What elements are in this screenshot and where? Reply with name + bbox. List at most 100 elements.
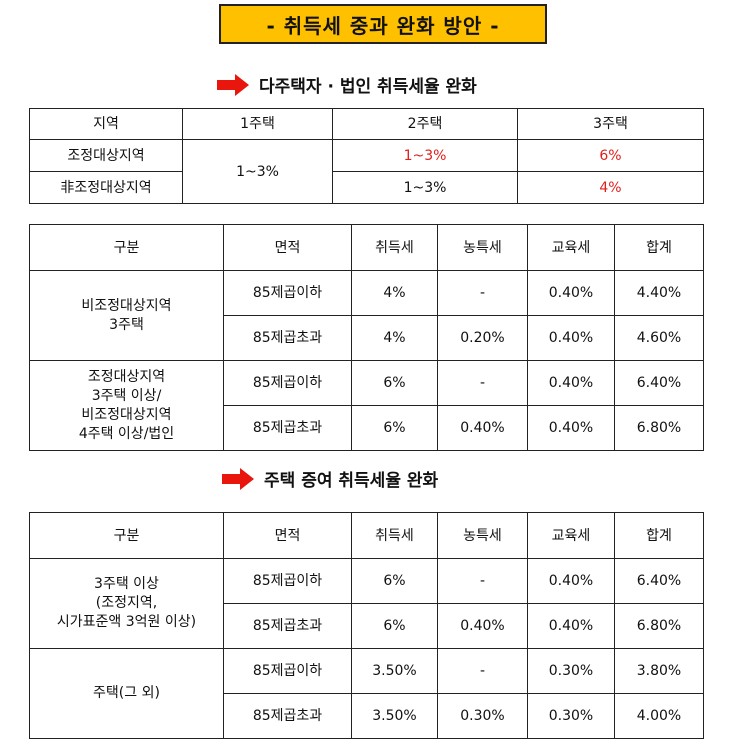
education-tax-cell: 0.40% bbox=[527, 360, 615, 406]
total-cell: 6.80% bbox=[614, 405, 704, 451]
rural-tax-cell: - bbox=[437, 360, 528, 406]
area-cell: 85제곱이하 bbox=[223, 558, 352, 604]
education-tax-cell: 0.30% bbox=[527, 648, 615, 694]
category-cell: 비조정대상지역 3주택 bbox=[29, 270, 224, 361]
table-row: 85제곱초과 6% 0.40% 0.40% 6.80% bbox=[30, 603, 704, 649]
total-cell: 6.80% bbox=[614, 603, 704, 649]
acquisition-tax-cell: 3.50% bbox=[351, 648, 438, 694]
education-tax-cell: 0.40% bbox=[527, 405, 615, 451]
header-cell: 교육세 bbox=[527, 224, 615, 271]
category-cell: 3주택 이상 (조정지역, 시가표준액 3억원 이상) bbox=[29, 558, 224, 649]
acquisition-tax-cell: 6% bbox=[351, 360, 438, 406]
rural-tax-cell: 0.40% bbox=[437, 405, 528, 451]
header-cell: 취득세 bbox=[351, 512, 438, 559]
multi-house-tax-table: 구분 면적 취득세 농특세 교육세 합계 비조정대상지역 3주택 85제곱이하 … bbox=[29, 224, 704, 451]
rural-tax-cell: 0.20% bbox=[437, 315, 528, 361]
header-cell: 농특세 bbox=[437, 512, 528, 559]
category-cell: 주택(그 외) bbox=[29, 648, 224, 739]
education-tax-cell: 0.40% bbox=[527, 603, 615, 649]
rural-tax-cell: - bbox=[437, 270, 528, 316]
total-cell: 4.60% bbox=[614, 315, 704, 361]
header-cell: 구분 bbox=[29, 224, 224, 271]
acquisition-tax-cell: 4% bbox=[351, 270, 438, 316]
category-cell: 조정대상지역 3주택 이상/ 비조정대상지역 4주택 이상/법인 bbox=[29, 360, 224, 451]
three-house-rate-cell: 4% bbox=[517, 171, 704, 204]
header-cell: 구분 bbox=[29, 512, 224, 559]
area-cell: 85제곱초과 bbox=[223, 405, 352, 451]
total-cell: 6.40% bbox=[614, 360, 704, 406]
acquisition-tax-cell: 4% bbox=[351, 315, 438, 361]
section-heading-2-text: 주택 증여 취득세율 완화 bbox=[264, 471, 439, 491]
table-header-row: 구분 면적 취득세 농특세 교육세 합계 bbox=[29, 224, 704, 271]
table-row: 非조정대상지역 1~3% 4% bbox=[29, 171, 704, 204]
three-house-rate-cell: 6% bbox=[517, 139, 704, 172]
education-tax-cell: 0.40% bbox=[527, 270, 615, 316]
education-tax-cell: 0.30% bbox=[527, 693, 615, 739]
area-cell: 85제곱초과 bbox=[223, 603, 352, 649]
region-cell: 조정대상지역 bbox=[29, 139, 183, 172]
header-cell: 면적 bbox=[223, 512, 352, 559]
area-cell: 85제곱초과 bbox=[223, 693, 352, 739]
header-cell: 교육세 bbox=[527, 512, 615, 559]
category-line: 주택(그 외) bbox=[93, 685, 160, 701]
category-line: 3주택 이상 bbox=[94, 576, 159, 592]
acquisition-tax-cell: 6% bbox=[351, 405, 438, 451]
category-line: 3주택 bbox=[109, 316, 144, 333]
table-row: 3주택 이상 (조정지역, 시가표준액 3억원 이상) 85제곱이하 6% - … bbox=[29, 558, 704, 649]
total-cell: 6.40% bbox=[614, 558, 704, 604]
right-arrow-icon bbox=[222, 467, 254, 490]
education-tax-cell: 0.40% bbox=[527, 558, 615, 604]
table-row: 조정대상지역 1~3% 1~3% 6% bbox=[29, 139, 704, 204]
acquisition-tax-cell: 6% bbox=[351, 558, 438, 604]
acquisition-tax-cell: 6% bbox=[351, 603, 438, 649]
table-row: 비조정대상지역 3주택 85제곱이하 4% - 0.40% 4.40% bbox=[29, 270, 704, 361]
rural-tax-cell: - bbox=[437, 558, 528, 604]
header-cell: 2주택 bbox=[332, 108, 518, 140]
category-line: 비조정대상지역 bbox=[81, 406, 172, 423]
area-cell: 85제곱이하 bbox=[223, 270, 352, 316]
header-cell: 농특세 bbox=[437, 224, 528, 271]
gift-tax-table: 구분 면적 취득세 농특세 교육세 합계 3주택 이상 (조정지역, 시가표준액… bbox=[29, 512, 704, 739]
table-header-row: 구분 면적 취득세 농특세 교육세 합계 bbox=[29, 512, 704, 559]
total-cell: 3.80% bbox=[614, 648, 704, 694]
table-row: 85제곱초과 6% 0.40% 0.40% 6.80% bbox=[30, 405, 704, 451]
header-cell: 합계 bbox=[614, 224, 704, 271]
rural-tax-cell: 0.40% bbox=[437, 603, 528, 649]
category-line: 시가표준액 3억원 이상) bbox=[56, 614, 197, 630]
header-cell: 지역 bbox=[29, 108, 183, 140]
section-heading-2: 주택 증여 취득세율 완화 bbox=[222, 466, 438, 491]
table-header-row: 지역 1주택 2주택 3주택 bbox=[29, 108, 704, 140]
acquisition-tax-cell: 3.50% bbox=[351, 693, 438, 739]
right-arrow-icon bbox=[217, 73, 249, 96]
area-cell: 85제곱이하 bbox=[223, 360, 352, 406]
page-title: - 취득세 중과 완화 방안 - bbox=[219, 4, 547, 44]
header-cell: 면적 bbox=[223, 224, 352, 271]
rural-tax-cell: 0.30% bbox=[437, 693, 528, 739]
header-cell: 3주택 bbox=[517, 108, 704, 140]
category-line: (조정지역, bbox=[95, 595, 158, 611]
region-rate-table: 지역 1주택 2주택 3주택 조정대상지역 1~3% 1~3% 6% 非조정대상… bbox=[29, 108, 704, 204]
two-house-rate-cell: 1~3% bbox=[332, 139, 518, 172]
category-line: 3주택 이상/ bbox=[91, 387, 162, 404]
section-heading-1-text: 다주택자 · 법인 취득세율 완화 bbox=[259, 77, 477, 97]
category-line: 4주택 이상/법인 bbox=[78, 425, 175, 442]
category-line: 조정대상지역 bbox=[87, 368, 166, 385]
region-cell: 非조정대상지역 bbox=[29, 171, 183, 204]
rural-tax-cell: - bbox=[437, 648, 528, 694]
table-row: 조정대상지역 3주택 이상/ 비조정대상지역 4주택 이상/법인 85제곱이하 … bbox=[29, 360, 704, 451]
area-cell: 85제곱초과 bbox=[223, 315, 352, 361]
total-cell: 4.00% bbox=[614, 693, 704, 739]
two-house-rate-cell: 1~3% bbox=[332, 171, 518, 204]
education-tax-cell: 0.40% bbox=[527, 315, 615, 361]
header-cell: 1주택 bbox=[182, 108, 333, 140]
table-row: 85제곱초과 4% 0.20% 0.40% 4.60% bbox=[30, 315, 704, 361]
section-heading-1: 다주택자 · 법인 취득세율 완화 bbox=[217, 72, 477, 97]
category-line: 비조정대상지역 bbox=[81, 297, 172, 314]
header-cell: 취득세 bbox=[351, 224, 438, 271]
table-row: 85제곱초과 3.50% 0.30% 0.30% 4.00% bbox=[30, 693, 704, 739]
table-row: 주택(그 외) 85제곱이하 3.50% - 0.30% 3.80% bbox=[29, 648, 704, 739]
area-cell: 85제곱이하 bbox=[223, 648, 352, 694]
one-house-rate-cell: 1~3% bbox=[182, 139, 333, 204]
total-cell: 4.40% bbox=[614, 270, 704, 316]
header-cell: 합계 bbox=[614, 512, 704, 559]
